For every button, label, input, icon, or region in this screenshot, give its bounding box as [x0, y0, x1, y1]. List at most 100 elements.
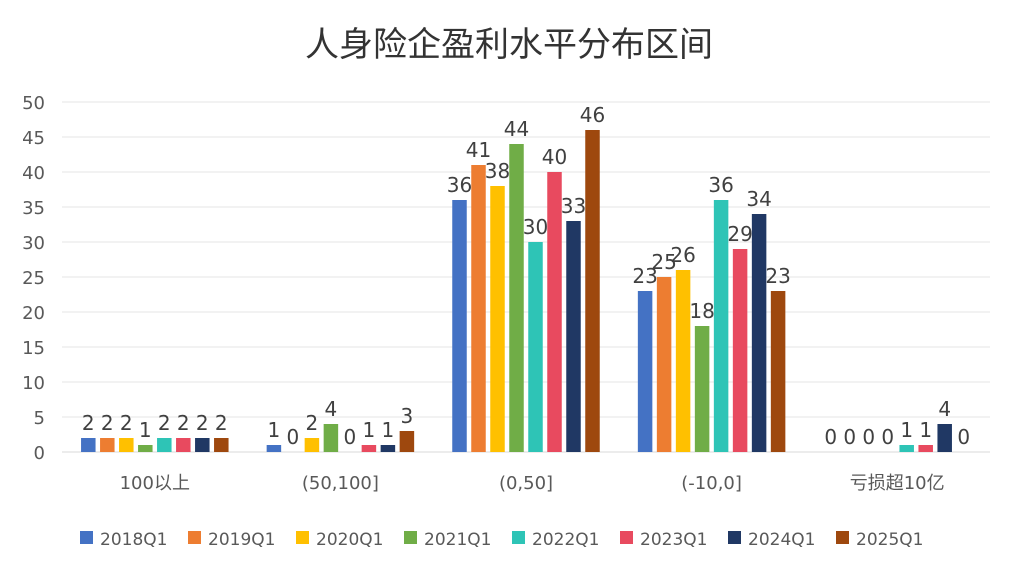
bar	[694, 326, 710, 452]
bar	[452, 200, 467, 452]
data-label: 0	[843, 425, 856, 449]
data-label: 3	[401, 404, 414, 428]
bar	[195, 438, 210, 452]
bar	[637, 291, 653, 452]
bar	[266, 445, 282, 452]
data-label: 2	[120, 411, 133, 435]
y-tick-label: 20	[22, 303, 45, 324]
data-label: 0	[862, 425, 875, 449]
legend-swatch	[512, 531, 525, 544]
bar	[656, 277, 672, 452]
bar	[770, 291, 786, 452]
bar	[81, 438, 96, 452]
legend-swatch	[296, 531, 309, 544]
bar	[899, 445, 914, 452]
data-label: 2	[196, 411, 209, 435]
bar	[304, 438, 320, 452]
bar	[585, 130, 600, 452]
bar	[471, 165, 486, 452]
legend-label: 2023Q1	[640, 530, 707, 550]
data-label: 34	[746, 187, 771, 211]
bar	[713, 200, 729, 452]
bar	[751, 214, 767, 452]
y-tick-label: 50	[22, 93, 45, 114]
x-tick-label: 100以上	[120, 473, 190, 494]
data-label: 36	[708, 173, 733, 197]
data-label: 4	[938, 397, 951, 421]
data-label: 1	[919, 418, 932, 442]
legend-swatch	[728, 531, 741, 544]
bar	[176, 438, 191, 452]
bar	[547, 172, 562, 452]
y-tick-label: 5	[34, 408, 45, 429]
legend-label: 2019Q1	[208, 530, 275, 550]
data-label: 1	[268, 418, 281, 442]
bar	[566, 221, 581, 452]
data-label: 30	[523, 215, 548, 239]
data-label: 1	[363, 418, 376, 442]
data-label: 2	[306, 411, 319, 435]
data-label: 46	[580, 103, 605, 127]
legend-swatch	[404, 531, 417, 544]
bar	[918, 445, 933, 452]
data-label: 44	[504, 117, 529, 141]
y-tick-label: 45	[22, 128, 45, 149]
bar	[399, 431, 415, 452]
data-label: 1	[139, 418, 152, 442]
data-label: 26	[670, 243, 695, 267]
data-label: 2	[215, 411, 228, 435]
bar	[732, 249, 748, 452]
data-label: 0	[957, 425, 970, 449]
x-tick-label: (-10,0]	[681, 473, 742, 494]
bar	[157, 438, 172, 452]
bar	[361, 445, 377, 452]
data-label: 2	[82, 411, 95, 435]
y-tick-label: 10	[22, 373, 45, 394]
bar	[937, 424, 952, 452]
legend-swatch	[620, 531, 633, 544]
data-label: 18	[689, 299, 714, 323]
bar	[380, 445, 396, 452]
x-tick-label: 亏损超10亿	[850, 473, 945, 494]
data-label: 2	[101, 411, 114, 435]
data-label: 41	[466, 138, 491, 162]
data-label: 0	[824, 425, 837, 449]
legend-swatch	[188, 531, 201, 544]
bar	[675, 270, 691, 452]
y-tick-label: 35	[22, 198, 45, 219]
bar	[119, 438, 134, 452]
data-label: 0	[344, 425, 357, 449]
data-label: 0	[881, 425, 894, 449]
data-label: 33	[561, 194, 586, 218]
data-label: 38	[485, 159, 510, 183]
y-tick-label: 0	[34, 443, 45, 464]
data-label: 40	[542, 145, 567, 169]
legend-label: 2021Q1	[424, 530, 491, 550]
chart-title: 人身险企盈利水平分布区间	[305, 25, 713, 65]
y-tick-label: 15	[22, 338, 45, 359]
x-tick-label: (0,50]	[499, 473, 553, 494]
data-label: 2	[158, 411, 171, 435]
bar	[138, 445, 153, 452]
data-label: 2	[177, 411, 190, 435]
data-label: 1	[900, 418, 913, 442]
data-label: 29	[727, 222, 752, 246]
legend-label: 2025Q1	[856, 530, 923, 550]
bar	[214, 438, 229, 452]
data-label: 1	[382, 418, 395, 442]
bar	[323, 424, 339, 452]
data-label: 25	[651, 250, 676, 274]
legend-label: 2018Q1	[100, 530, 167, 550]
legend-swatch	[836, 531, 849, 544]
data-label: 23	[765, 264, 790, 288]
data-label: 23	[632, 264, 657, 288]
legend-swatch	[80, 531, 93, 544]
y-tick-label: 30	[22, 233, 45, 254]
legend-label: 2024Q1	[748, 530, 815, 550]
bar	[490, 186, 505, 452]
bar	[100, 438, 115, 452]
legend-label: 2022Q1	[532, 530, 599, 550]
legend-label: 2020Q1	[316, 530, 383, 550]
y-tick-label: 40	[22, 163, 45, 184]
